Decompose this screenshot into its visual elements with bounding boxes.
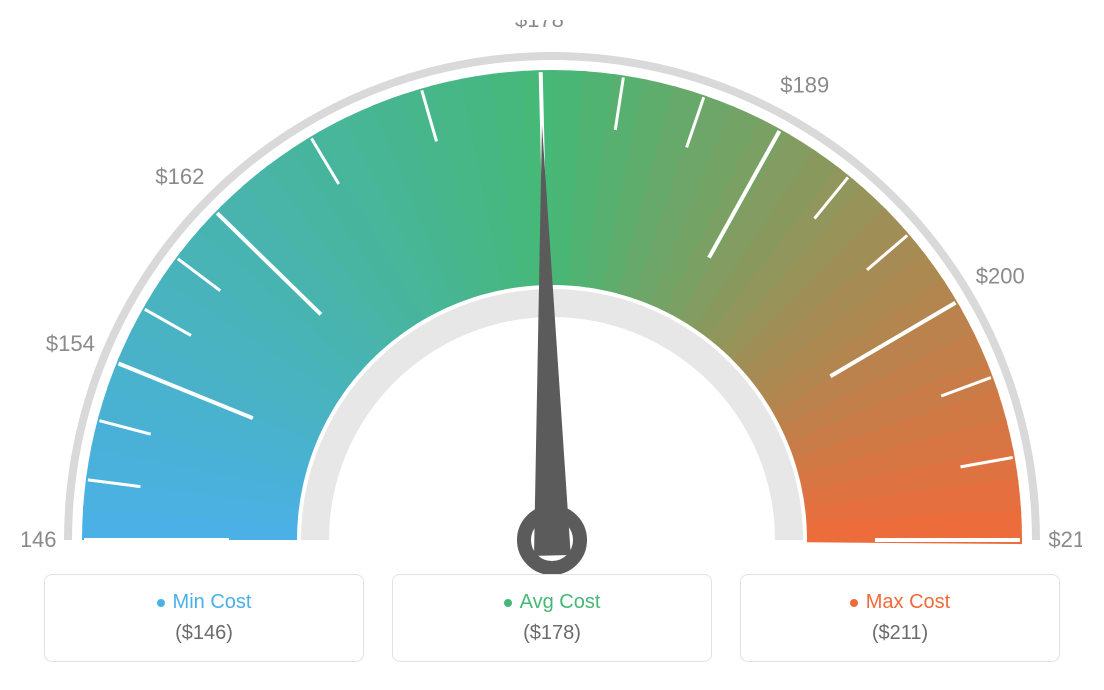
legend-card-max: Max Cost ($211) bbox=[740, 574, 1060, 662]
tick-label: $146 bbox=[22, 527, 56, 552]
legend-card-avg: Avg Cost ($178) bbox=[392, 574, 712, 662]
legend-dot-avg bbox=[504, 599, 512, 607]
legend-row: Min Cost ($146) Avg Cost ($178) Max Cost… bbox=[44, 574, 1060, 662]
legend-value-avg: ($178) bbox=[523, 622, 581, 645]
legend-dot-min bbox=[157, 599, 165, 607]
legend-title-max: Max Cost bbox=[850, 591, 950, 614]
legend-label-avg: Avg Cost bbox=[520, 591, 601, 614]
tick-label: $200 bbox=[976, 263, 1025, 288]
legend-card-min: Min Cost ($146) bbox=[44, 574, 364, 662]
legend-dot-max bbox=[850, 599, 858, 607]
tick-label: $178 bbox=[515, 20, 564, 32]
gauge-svg: $146 $154 $162 $178 $189 $200 $211 bbox=[22, 20, 1082, 580]
legend-value-min: ($146) bbox=[175, 622, 233, 645]
legend-title-avg: Avg Cost bbox=[504, 591, 601, 614]
legend-title-min: Min Cost bbox=[157, 591, 252, 614]
gauge-chart: $146 $154 $162 $178 $189 $200 $211 bbox=[22, 20, 1082, 580]
legend-label-max: Max Cost bbox=[866, 591, 950, 614]
tick-label: $162 bbox=[155, 164, 204, 189]
tick-label: $189 bbox=[780, 73, 829, 98]
legend-value-max: ($211) bbox=[872, 622, 928, 645]
legend-label-min: Min Cost bbox=[173, 591, 252, 614]
tick-label: $211 bbox=[1048, 527, 1082, 552]
tick-label: $154 bbox=[46, 331, 95, 356]
